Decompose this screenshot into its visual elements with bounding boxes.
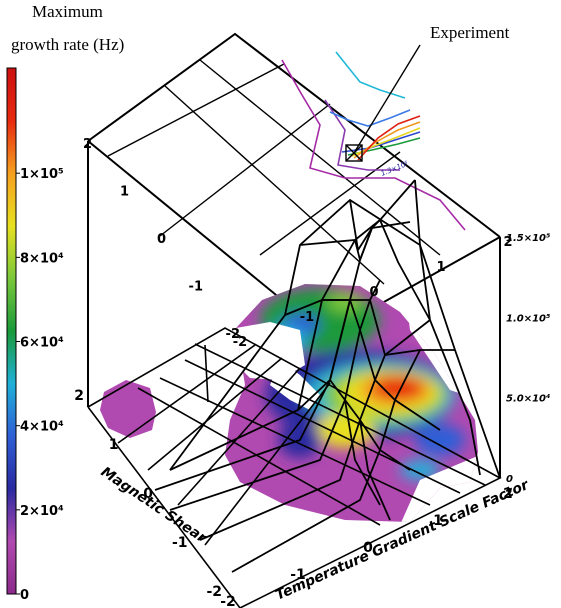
back-wall-x-tick-label: -2 (226, 327, 240, 342)
back-wall-y-ticks: -2 -1 0 1 2 (233, 235, 513, 350)
back-wall-y-tick-label: 2 (503, 235, 512, 250)
back-wall-x-ticks: 2 1 0 -1 -2 (83, 137, 240, 342)
colorbar-ticks: 0 2×10⁴ 4×10⁴ 6×10⁴ 8×10⁴ 1×10⁵ (16, 167, 64, 603)
colorbar-tick-label: 0 (20, 588, 29, 603)
x-axis-tick-label: -2 (220, 594, 236, 608)
back-wall-y-tick-label: 1 (436, 260, 445, 275)
colorbar-tick-label: 8×10⁴ (20, 251, 64, 266)
contour-red (357, 115, 421, 161)
back-wall-y-tick-label: 0 (369, 285, 378, 300)
contour-lightblue (329, 109, 411, 127)
wireframe-surface (154, 179, 501, 573)
experiment-label: Experiment (430, 23, 510, 42)
back-wall-x-tick-label: 2 (83, 137, 92, 152)
y-axis-tick-label: 2 (74, 388, 84, 404)
x-axis-tick-label: 0 (363, 540, 373, 556)
back-wall-x-tick-label: 0 (157, 232, 166, 247)
z-axis-tick-label: 0 (506, 474, 513, 485)
z-axis-ticks: 0 5.0×10⁴ 1.0×10⁵ 1.5×10⁵ (506, 233, 550, 485)
colorbar: Maximum growth rate (Hz) 0 2×10⁴ 4×10⁴ 6×10… (6, 2, 124, 603)
contour-cyan (335, 51, 406, 99)
contour-orange (353, 121, 421, 159)
z-axis-tick-label: 1.0×10⁵ (506, 313, 550, 324)
contour-value-label: 1.3×10⁵ (380, 160, 410, 178)
colorbar-tick-label: 2×10⁴ (20, 504, 64, 519)
colorbar-title-line1: Maximum (32, 2, 103, 21)
colorbar-tick-label: 4×10⁴ (20, 420, 64, 435)
z-axis-tick-label: 5.0×10⁴ (506, 394, 550, 405)
colorbar-tick-label: 1×10⁵ (20, 167, 64, 182)
x-axis-ticks: -2 -1 0 1 2 (220, 486, 513, 608)
floor-patch-left (100, 380, 156, 438)
colorbar-tick-label: 6×10⁴ (20, 336, 64, 351)
x-axis-tick-label: 2 (503, 486, 513, 502)
x-axis-tick-label: 1 (433, 513, 443, 529)
colorbar-gradient (6, 67, 17, 595)
y-axis-tick-label: -2 (206, 584, 222, 600)
y-axis-tick-label: 0 (143, 486, 153, 502)
contour-purple (324, 99, 400, 171)
y-axis-tick-label: 1 (109, 437, 119, 453)
experiment-marker (345, 44, 421, 162)
plot-3d: Experiment 1.3×10⁵ (74, 23, 550, 608)
top-wall-grid (107, 59, 441, 285)
back-wall-y-tick-label: -1 (300, 310, 314, 325)
colorbar-title-line2: growth rate (Hz) (11, 35, 124, 54)
back-wall-x-tick-label: -1 (189, 280, 203, 295)
back-wall-y-tick-label: -2 (233, 335, 247, 350)
y-axis-tick-label: -1 (172, 535, 188, 551)
contour-magenta (281, 59, 466, 231)
y-axis-ticks: 2 1 0 -1 -2 (74, 388, 222, 600)
z-axis-tick-label: 1.5×10⁵ (506, 233, 550, 244)
back-wall-x-tick-label: 1 (120, 185, 129, 200)
x-axis-tick-label: -1 (290, 567, 306, 583)
